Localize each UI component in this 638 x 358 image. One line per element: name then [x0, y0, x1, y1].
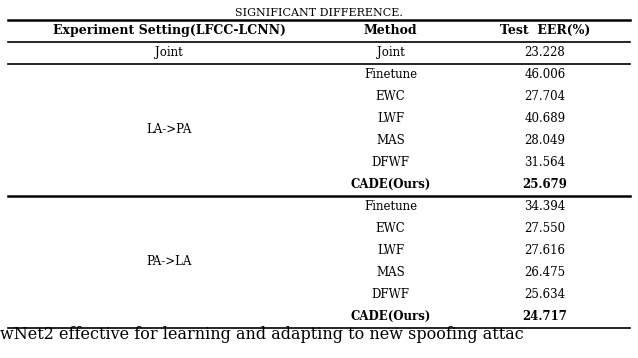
Text: wNet2 effective for learning and adapting to new spoofing attac: wNet2 effective for learning and adaptin… — [0, 326, 524, 343]
Text: EWC: EWC — [376, 222, 405, 235]
Text: 23.228: 23.228 — [524, 46, 565, 59]
Text: Finetune: Finetune — [364, 200, 417, 213]
Text: SIGNIFICANT DIFFERENCE.: SIGNIFICANT DIFFERENCE. — [235, 8, 403, 18]
Text: 46.006: 46.006 — [524, 68, 565, 81]
Text: PA->LA: PA->LA — [146, 255, 192, 268]
Text: DFWF: DFWF — [371, 156, 410, 169]
Text: EWC: EWC — [376, 90, 405, 103]
Text: 27.704: 27.704 — [524, 90, 565, 103]
Text: 26.475: 26.475 — [524, 266, 565, 279]
Text: Experiment Setting(LFCC-LCNN): Experiment Setting(LFCC-LCNN) — [52, 24, 286, 37]
Text: DFWF: DFWF — [371, 288, 410, 301]
Text: MAS: MAS — [376, 134, 405, 147]
Text: 27.616: 27.616 — [524, 244, 565, 257]
Text: Joint: Joint — [155, 46, 183, 59]
Text: 34.394: 34.394 — [524, 200, 565, 213]
Text: Test  EER(%): Test EER(%) — [500, 24, 590, 37]
Text: 40.689: 40.689 — [524, 112, 565, 125]
Text: LWF: LWF — [377, 112, 404, 125]
Text: Joint: Joint — [376, 46, 404, 59]
Text: CADE(Ours): CADE(Ours) — [350, 178, 431, 191]
Text: MAS: MAS — [376, 266, 405, 279]
Text: 28.049: 28.049 — [524, 134, 565, 147]
Text: Finetune: Finetune — [364, 68, 417, 81]
Text: Method: Method — [364, 24, 417, 37]
Text: 25.679: 25.679 — [523, 178, 567, 191]
Text: 25.634: 25.634 — [524, 288, 565, 301]
Text: 31.564: 31.564 — [524, 156, 565, 169]
Text: 24.717: 24.717 — [523, 310, 567, 323]
Text: CADE(Ours): CADE(Ours) — [350, 310, 431, 323]
Text: LWF: LWF — [377, 244, 404, 257]
Text: 27.550: 27.550 — [524, 222, 565, 235]
Text: LA->PA: LA->PA — [146, 123, 192, 136]
